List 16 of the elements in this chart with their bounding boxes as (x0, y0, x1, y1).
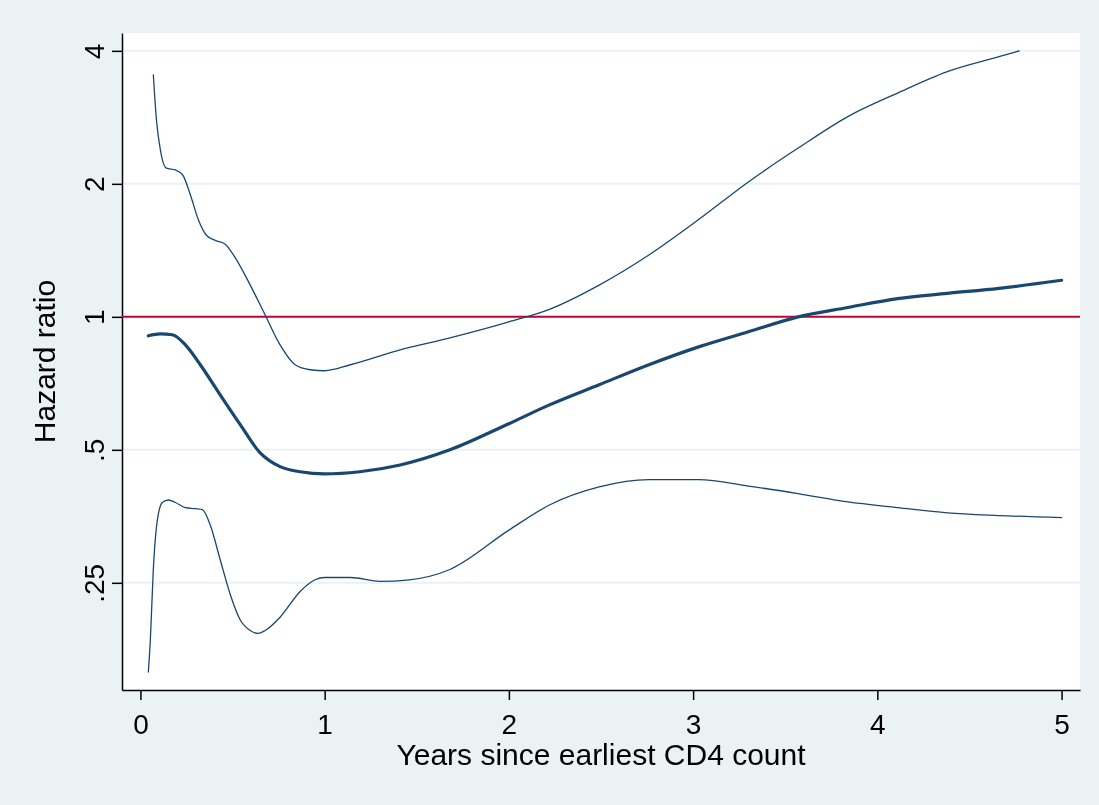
line-series (147, 479, 1063, 673)
line-series (146, 278, 1064, 476)
x-tick-label: 1 (317, 708, 333, 740)
y-tick-label: 1 (78, 309, 110, 326)
y-tick-label: 2 (78, 176, 110, 193)
x-tick-label: 2 (501, 708, 518, 740)
x-tick-label: 4 (870, 708, 886, 740)
x-axis-title: Years since earliest CD4 count (396, 738, 807, 771)
y-tick-label: .5 (78, 438, 110, 463)
y-tick-label: .25 (78, 563, 110, 603)
x-tick-label: 0 (133, 708, 149, 740)
x-tick-label: 5 (1054, 708, 1070, 740)
line-series (152, 50, 1020, 372)
y-axis-title: Hazard ratio (28, 279, 61, 444)
y-tick-label: 4 (78, 43, 110, 60)
x-tick-label: 3 (685, 708, 702, 740)
